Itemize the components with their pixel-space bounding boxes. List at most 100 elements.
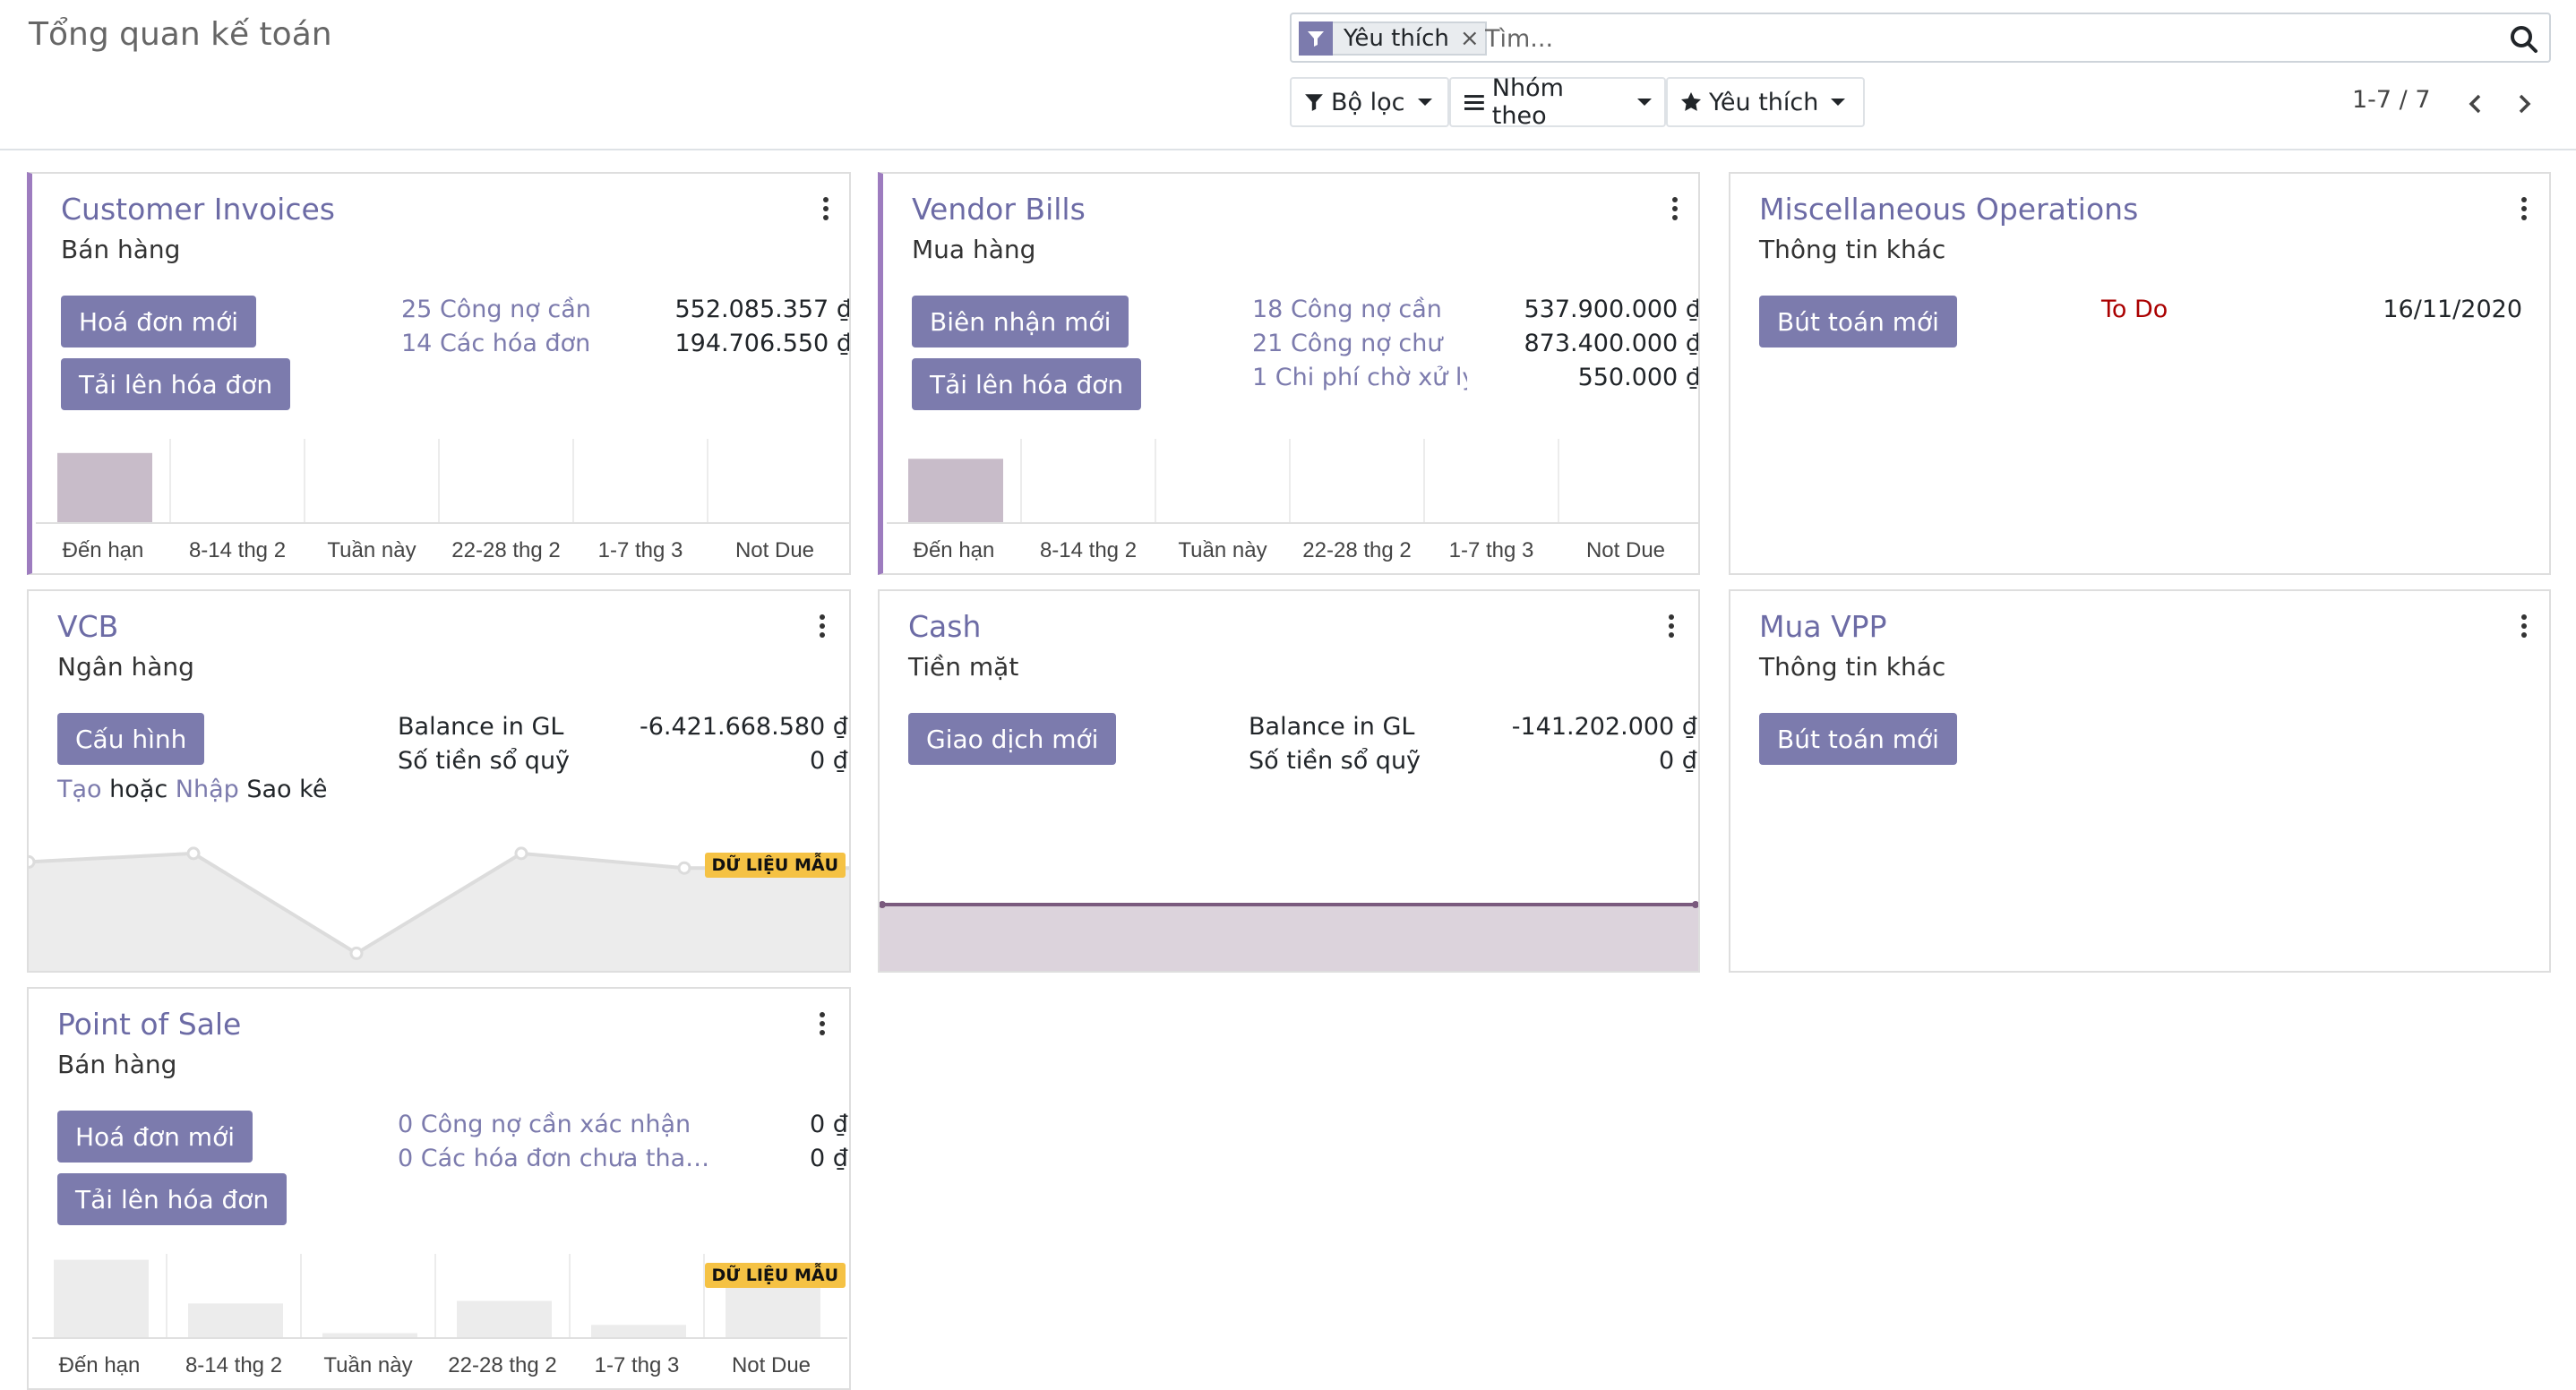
bar[interactable] xyxy=(322,1333,417,1338)
ellipsis-vertical-icon[interactable] xyxy=(817,1012,828,1035)
favorites-label: Yêu thích xyxy=(1709,88,1819,116)
bills-to-validate-link[interactable]: 18 Công nợ cần xác nhận xyxy=(1252,296,1444,323)
unpaid-bills-link[interactable]: 21 Công nợ chưa thanh toán xyxy=(1252,330,1444,357)
x-tick-label: Đến hạn xyxy=(63,538,144,562)
configure-button[interactable]: Cấu hình xyxy=(57,713,205,765)
data-point xyxy=(186,846,201,861)
x-tick-label: Tuần này xyxy=(1178,538,1267,562)
groupby-dropdown[interactable]: Nhóm theo xyxy=(1449,74,1666,130)
bar[interactable] xyxy=(457,1300,552,1338)
x-tick-label: Not Due xyxy=(732,1353,811,1377)
x-tick-label: 1-7 thg 3 xyxy=(1449,538,1534,562)
x-tick-label: Đến hạn xyxy=(59,1353,141,1377)
x-tick-label: 22-28 thg 2 xyxy=(451,538,560,562)
or-text: hoặc xyxy=(109,776,168,803)
data-point xyxy=(349,946,364,960)
journal-card-customer-invoices: Customer Invoices Bán hàng Hoá đơn mới T… xyxy=(27,172,851,575)
search-facet: Yêu thích × xyxy=(1299,21,1487,56)
unpaid-invoices-link[interactable]: 0 Các hóa đơn chưa thanh toán xyxy=(398,1145,720,1172)
journal-title[interactable]: Point of Sale xyxy=(57,1007,242,1042)
x-tick-label: 22-28 thg 2 xyxy=(1302,538,1411,562)
filter-icon xyxy=(1305,94,1323,111)
journal-type: Ngân hàng xyxy=(57,652,194,682)
import-statement-link[interactable]: Nhập xyxy=(175,776,239,803)
unpaid-invoices-amount: 0 ₫ xyxy=(810,1145,848,1172)
bar[interactable] xyxy=(54,1259,149,1338)
unpaid-invoices-link[interactable]: 14 Các hóa đơn chưa thanh toán xyxy=(401,330,593,357)
statement-text: Sao kê xyxy=(246,776,328,803)
activity-date: 16/11/2020 xyxy=(2383,296,2522,323)
journal-card-cash: Cash Tiền mặt Giao dịch mới Balance in G… xyxy=(878,589,1700,973)
new-invoice-button[interactable]: Hoá đơn mới xyxy=(61,296,256,348)
chevron-left-icon[interactable] xyxy=(2458,86,2494,122)
search-bar[interactable]: Yêu thích × xyxy=(1290,13,2551,63)
bar[interactable] xyxy=(726,1286,820,1338)
bills-to-validate-amount: 537.900.000 ₫ xyxy=(1524,296,1700,323)
new-entry-button[interactable]: Bút toán mới xyxy=(1759,713,1957,765)
ellipsis-vertical-icon[interactable] xyxy=(1670,197,1680,220)
invoices-to-validate-link[interactable]: 25 Công nợ cần xác nhận xyxy=(401,296,593,323)
area-fill xyxy=(29,853,849,971)
invoices-to-validate-amount: 0 ₫ xyxy=(810,1111,848,1138)
upload-bill-button[interactable]: Tải lên hóa đơn xyxy=(912,358,1142,410)
journal-title[interactable]: Vendor Bills xyxy=(912,192,1086,227)
bar[interactable] xyxy=(908,459,1003,523)
caret-down-icon xyxy=(1637,99,1652,106)
cash-balance-line-chart xyxy=(880,901,1698,971)
unpaid-invoices-amount: 194.706.550 ₫ xyxy=(674,330,851,357)
ledger-balance-label: Số tiền sổ quỹ xyxy=(1249,747,1421,775)
upload-invoice-button[interactable]: Tải lên hóa đơn xyxy=(57,1173,288,1225)
new-invoice-button[interactable]: Hoá đơn mới xyxy=(57,1111,253,1163)
upload-invoice-button[interactable]: Tải lên hóa đơn xyxy=(61,358,291,410)
journal-type: Bán hàng xyxy=(61,235,181,264)
new-receipt-button[interactable]: Biên nhận mới xyxy=(912,296,1129,348)
bar[interactable] xyxy=(591,1325,686,1338)
journal-type: Thông tin khác xyxy=(1759,652,1946,682)
x-tick-label: 1-7 thg 3 xyxy=(595,1353,680,1377)
ellipsis-vertical-icon[interactable] xyxy=(2519,197,2529,220)
journal-title[interactable]: Mua VPP xyxy=(1759,609,1887,644)
x-tick-label: 8-14 thg 2 xyxy=(189,538,286,562)
pending-expenses-amount: 550.000 ₫ xyxy=(1577,364,1700,391)
create-statement-link[interactable]: Tạo xyxy=(57,776,102,803)
journal-card-vendor-bills: Vendor Bills Mua hàng Biên nhận mới Tải … xyxy=(878,172,1700,575)
journal-card-misc-operations: Miscellaneous Operations Thông tin khác … xyxy=(1729,172,2551,575)
new-transaction-button[interactable]: Giao dịch mới xyxy=(908,713,1117,765)
new-entry-button[interactable]: Bút toán mới xyxy=(1759,296,1957,348)
facet-remove-icon[interactable]: × xyxy=(1459,25,1480,52)
ellipsis-vertical-icon[interactable] xyxy=(820,197,831,220)
journal-card-vcb: VCB Ngân hàng Cấu hình Balance in GL -6.… xyxy=(27,589,851,973)
journal-title[interactable]: Customer Invoices xyxy=(61,192,335,227)
balance-gl-label: Balance in GL xyxy=(1249,713,1415,741)
filters-dropdown[interactable]: Bộ lọc xyxy=(1290,77,1449,127)
search-input[interactable] xyxy=(1483,18,2472,59)
invoices-to-validate-amount: 552.085.357 ₫ xyxy=(674,296,851,323)
aged-bar-chart-sample: Đến hạn 8-14 thg 2 Tuần này 22-28 thg 2 1-7 … xyxy=(32,1254,847,1377)
x-tick-label: Not Due xyxy=(735,538,814,562)
pending-expenses-link[interactable]: 1 Chi phí chờ xử lý xyxy=(1252,364,1467,391)
chevron-right-icon[interactable] xyxy=(2506,86,2542,122)
balance-gl-amount: -141.202.000 ₫ xyxy=(1511,713,1697,741)
data-point xyxy=(514,846,528,861)
ellipsis-vertical-icon[interactable] xyxy=(817,614,828,638)
bar[interactable] xyxy=(57,452,152,523)
ellipsis-vertical-icon[interactable] xyxy=(1666,614,1677,638)
journal-title[interactable]: VCB xyxy=(57,609,119,644)
journal-type: Tiền mặt xyxy=(908,652,1019,682)
journal-type: Thông tin khác xyxy=(1759,235,1946,264)
bar[interactable] xyxy=(188,1303,283,1338)
journal-title[interactable]: Miscellaneous Operations xyxy=(1759,192,2139,227)
ledger-balance-amount: 0 ₫ xyxy=(810,747,848,775)
invoices-to-validate-link[interactable]: 0 Công nợ cần xác nhận xyxy=(398,1111,691,1138)
journal-title[interactable]: Cash xyxy=(908,609,982,644)
balance-gl-amount: -6.421.668.580 ₫ xyxy=(639,713,848,741)
data-point xyxy=(677,861,691,875)
activity-todo-link[interactable]: To Do xyxy=(2101,296,2168,323)
journal-type: Mua hàng xyxy=(912,235,1036,264)
search-icon[interactable] xyxy=(2506,21,2542,57)
sample-data-badge: DỮ LIỆU MẪU xyxy=(704,1263,846,1288)
filters-label: Bộ lọc xyxy=(1331,88,1405,116)
data-point xyxy=(29,854,36,869)
favorites-dropdown[interactable]: Yêu thích xyxy=(1666,77,1865,127)
ellipsis-vertical-icon[interactable] xyxy=(2519,614,2529,638)
